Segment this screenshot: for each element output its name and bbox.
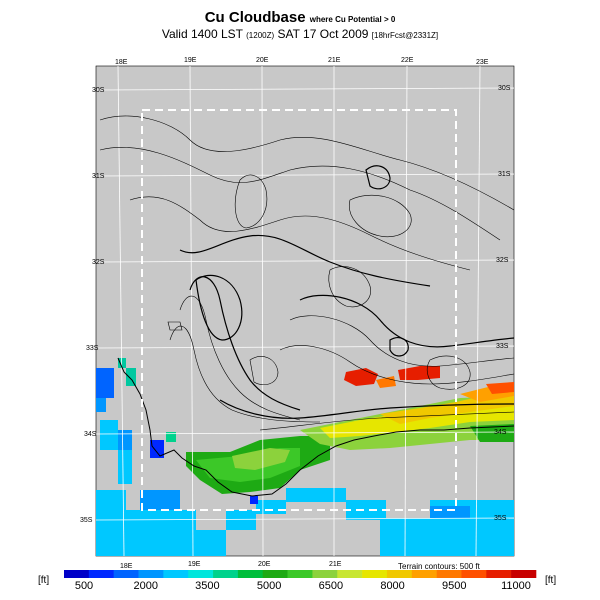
colorbar-swatch: [362, 570, 388, 578]
colorbar-tick-label: 9500: [442, 580, 467, 592]
map-title-sub: where Cu Potential > 0: [309, 15, 396, 24]
map-background: [95, 65, 515, 557]
lat-lon-grid: [95, 65, 515, 557]
valid-date: SAT 17 Oct 2009: [277, 27, 369, 41]
lat-label-left: 34S: [84, 431, 97, 438]
colorbar-tick-label: 6500: [318, 580, 344, 592]
lat-label-left: 32S: [92, 259, 105, 266]
colorbar-tick-label: 8000: [380, 580, 405, 592]
map-title-text: Cu Cloudbase: [204, 9, 306, 26]
lat-label-right: 35S: [494, 515, 507, 522]
colorbar-unit-left: [ft]: [38, 575, 50, 586]
valid-utc: (1200Z): [246, 31, 275, 40]
colorbar-unit-right: [ft]: [545, 575, 557, 586]
lon-label-bottom: 20E: [258, 561, 271, 568]
lat-label-right: 32S: [496, 257, 509, 264]
terrain-contour-note: Terrain contours: 500 ft: [398, 562, 480, 571]
valid-time-line: Valid 1400 LST (1200Z) SAT 17 Oct 2009 […: [0, 27, 600, 41]
forecast-stamp: [18hrFcst@2331Z]: [371, 31, 439, 40]
valid-prefix: Valid 1400 LST: [161, 27, 243, 41]
colorbar-swatch: [88, 570, 114, 578]
colorbar-tick-label: 3500: [195, 580, 220, 592]
colorbar-tick-label: 500: [74, 580, 94, 592]
colorbar-swatch: [386, 570, 413, 578]
coastline: [117, 357, 515, 497]
lat-label-left: 31S: [92, 173, 105, 180]
lon-label-top: 18E: [115, 59, 128, 66]
colorbar-swatch: [511, 570, 537, 578]
colorbar-swatch: [163, 570, 189, 578]
terrain-contours: [99, 115, 515, 431]
colorbar-tick-label: 2000: [133, 580, 158, 592]
lat-label-right: 33S: [496, 343, 509, 350]
colorbar-swatch: [461, 570, 487, 578]
colorbar-tick-label: 5000: [256, 580, 282, 592]
colorbar-swatch: [486, 570, 512, 578]
lon-label-bottom: 21E: [329, 561, 342, 568]
lon-label-top: 22E: [401, 57, 414, 64]
inner-domain-box: [141, 109, 457, 511]
lon-label-top: 19E: [184, 57, 197, 64]
lat-label-left: 33S: [86, 345, 99, 352]
colorbar-swatch: [138, 570, 164, 578]
lon-label-top: 21E: [328, 57, 341, 64]
colorbar-swatch: [113, 570, 139, 578]
lat-label-left: 30S: [92, 87, 105, 94]
colorbar-swatch: [213, 570, 239, 578]
colorbar-swatch: [237, 570, 264, 578]
colorbar-swatch: [262, 570, 288, 578]
colorbar-tick-label: 11000: [501, 580, 531, 592]
colorbar-swatch: [312, 570, 338, 578]
colorbar-swatch: [436, 570, 462, 578]
cloudbase-field: [96, 358, 514, 556]
lon-label-top: 23E: [476, 59, 489, 66]
lon-label-top: 20E: [256, 57, 269, 64]
colorbar-swatch: [287, 570, 313, 578]
map-title: Cu Cloudbase where Cu Potential > 0: [0, 9, 600, 26]
colorbar: [64, 570, 537, 578]
colorbar-swatch: [64, 570, 90, 578]
lat-label-right: 34S: [494, 429, 507, 436]
lat-label-right: 31S: [498, 171, 511, 178]
lat-label-left: 35S: [80, 517, 93, 524]
lon-label-bottom: 18E: [120, 563, 133, 570]
colorbar-swatch: [411, 570, 437, 578]
colorbar-swatch: [188, 570, 214, 578]
lon-label-bottom: 19E: [188, 561, 201, 568]
lat-label-right: 30S: [498, 85, 511, 92]
colorbar-swatch: [337, 570, 363, 578]
